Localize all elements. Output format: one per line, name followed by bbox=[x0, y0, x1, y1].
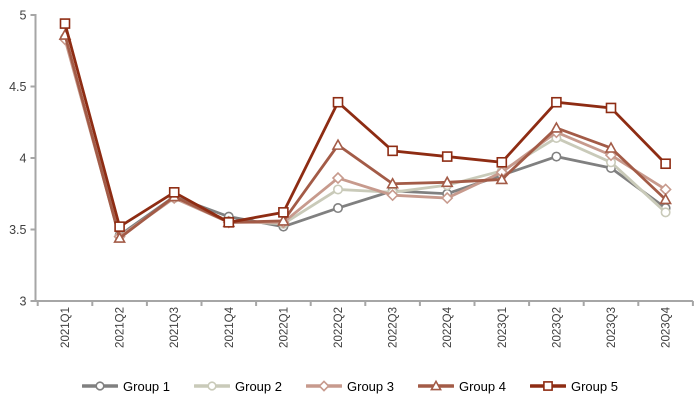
diamond-marker bbox=[331, 171, 345, 185]
diamond-marker bbox=[441, 191, 454, 205]
legend-item-group-2: Group 2 bbox=[194, 379, 282, 394]
x-tick-label: 2023Q3 bbox=[606, 307, 618, 348]
legend-label: Group 4 bbox=[458, 378, 506, 394]
legend-swatch bbox=[82, 381, 119, 391]
triangle-marker bbox=[113, 231, 126, 243]
square-marker bbox=[59, 18, 71, 29]
square-marker bbox=[114, 221, 125, 232]
series-line bbox=[63, 23, 667, 229]
x-tick-label: 2023Q4 bbox=[661, 306, 673, 348]
circle-marker bbox=[660, 207, 671, 218]
legend-item-group-1: Group 1 bbox=[82, 379, 170, 394]
x-tick-label: 2022Q3 bbox=[388, 307, 400, 348]
legend-swatch bbox=[306, 380, 342, 392]
square-marker bbox=[496, 156, 508, 168]
triangle-marker bbox=[277, 214, 290, 226]
x-tick-label: 2023Q1 bbox=[497, 307, 509, 348]
series-line bbox=[63, 38, 667, 239]
y-tick-label: 3 bbox=[20, 295, 27, 309]
diamond-marker bbox=[386, 189, 399, 202]
square-marker bbox=[543, 381, 553, 391]
x-tick-label: 2022Q4 bbox=[442, 306, 454, 348]
y-tick-label: 5 bbox=[20, 9, 27, 23]
legend-item-group-5: Group 5 bbox=[529, 378, 618, 394]
x-tick-label: 2021Q4 bbox=[224, 306, 236, 348]
circle-marker bbox=[332, 184, 343, 195]
y-tick-label: 4.5 bbox=[9, 80, 26, 94]
circle-marker bbox=[332, 203, 343, 214]
series-group-5 bbox=[59, 18, 671, 232]
x-tick-label: 2022Q2 bbox=[333, 307, 345, 348]
square-marker bbox=[441, 151, 453, 162]
triangle-marker bbox=[604, 141, 618, 153]
circle-marker bbox=[95, 381, 105, 391]
x-tick-label: 2021Q1 bbox=[60, 307, 72, 348]
triangle-marker bbox=[331, 138, 345, 150]
legend-label: Group 1 bbox=[123, 378, 171, 394]
triangle-marker bbox=[440, 175, 454, 188]
circle-marker bbox=[551, 151, 562, 162]
triangle-marker bbox=[386, 177, 399, 189]
legend-swatch bbox=[194, 381, 231, 391]
plot-svg: 3 3.5 4 4.5 5 2021Q1 2021Q2 2021Q3 2021Q4 2022Q1 2… bbox=[9, 9, 694, 348]
legend-label: Group 2 bbox=[235, 378, 282, 394]
square-marker bbox=[551, 96, 562, 108]
legend-label: Group 5 bbox=[570, 378, 618, 394]
x-tick-label: 2021Q3 bbox=[169, 307, 181, 348]
square-marker bbox=[223, 217, 235, 228]
triangle-marker bbox=[495, 172, 509, 185]
legend-swatch bbox=[529, 381, 566, 391]
legend-item-group-3: Group 3 bbox=[306, 379, 394, 394]
triangle-marker bbox=[550, 121, 563, 133]
y-tick-label: 3.5 bbox=[9, 223, 26, 237]
square-marker bbox=[605, 102, 617, 114]
x-tick-label: 2021Q2 bbox=[115, 307, 127, 348]
square-marker bbox=[332, 96, 344, 108]
series-group-4 bbox=[58, 28, 672, 243]
series-line bbox=[63, 34, 667, 241]
circle-marker bbox=[207, 381, 217, 391]
x-tick-label: 2022Q1 bbox=[278, 307, 290, 348]
square-marker bbox=[168, 187, 180, 198]
legend-label: Group 3 bbox=[347, 378, 394, 394]
square-marker bbox=[278, 207, 289, 218]
triangle-marker bbox=[430, 379, 442, 391]
chart-legend: Group 1 Group 2 Group 3 Group 4 Group 5 bbox=[0, 368, 700, 404]
legend-item-group-4: Group 4 bbox=[417, 378, 506, 394]
triangle-marker bbox=[659, 192, 672, 205]
square-marker bbox=[387, 145, 398, 157]
series-group-3 bbox=[58, 33, 672, 243]
legend-swatch bbox=[417, 379, 454, 391]
x-tick-label: 2023Q2 bbox=[551, 307, 563, 348]
y-tick-label: 4 bbox=[20, 152, 27, 166]
square-marker bbox=[660, 158, 671, 170]
diamond-marker bbox=[318, 380, 330, 392]
series-line bbox=[63, 37, 667, 239]
